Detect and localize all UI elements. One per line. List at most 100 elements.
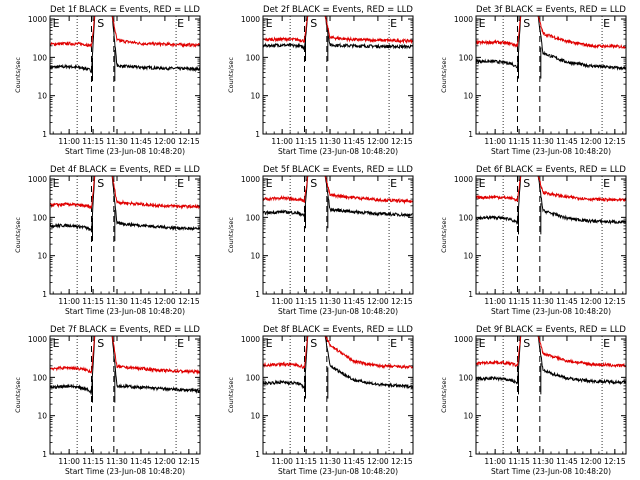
x-tick-label: 12:00 [154, 137, 176, 146]
chart-panel-2: Det 2f BLACK = Events, RED = LLD 1 10 100 10… [227, 5, 414, 156]
event-marker-e: E [266, 177, 273, 190]
x-tick-label: 12:15 [391, 297, 413, 306]
chart-title: Det 8f BLACK = Events, RED = LLD [263, 325, 413, 335]
plot-frame [262, 175, 414, 295]
y-tick-label: 10 [463, 252, 473, 261]
series-line-lld [49, 15, 201, 48]
x-tick-label: 11:45 [130, 297, 152, 306]
x-tick-label: 11:15 [82, 137, 104, 146]
plot-frame [49, 335, 201, 455]
event-marker-e: E [603, 177, 610, 190]
y-tick-label: 1 [468, 290, 473, 299]
x-tick-label: 11:45 [343, 297, 365, 306]
event-marker-e: E [603, 17, 610, 30]
x-tick-label: 12:15 [604, 137, 626, 146]
x-tick-label: 12:15 [391, 137, 413, 146]
y-tick-label: 1000 [28, 335, 47, 344]
event-marker-e: E [479, 17, 486, 30]
y-tick-label: 1 [255, 130, 260, 139]
plot-frame [262, 335, 414, 455]
event-marker-e: E [53, 177, 60, 190]
x-tick-label: 11:30 [532, 457, 554, 466]
x-tick-label: 11:30 [319, 137, 341, 146]
x-tick-label: 11:00 [271, 137, 293, 146]
y-axis-label: Counts/sec [14, 377, 22, 413]
y-tick-label: 100 [33, 213, 48, 222]
event-marker-e: E [53, 17, 60, 30]
event-marker-e: E [390, 337, 397, 350]
y-tick-label: 1000 [454, 175, 473, 184]
y-tick-label: 1000 [454, 15, 473, 24]
x-tick-label: 11:00 [271, 297, 293, 306]
y-tick-label: 1000 [28, 15, 47, 24]
y-tick-label: 100 [246, 373, 261, 382]
chart-title: Det 6f BLACK = Events, RED = LLD [476, 165, 626, 175]
y-tick-label: 10 [37, 92, 47, 101]
x-tick-label: 11:30 [106, 457, 128, 466]
series-line-events [262, 175, 414, 218]
y-tick-label: 100 [246, 53, 261, 62]
event-marker-s: S [523, 337, 530, 350]
x-axis-label: Start Time (23-Jun-08 10:48:20) [65, 307, 185, 316]
chart-title: Det 1f BLACK = Events, RED = LLD [50, 5, 200, 15]
y-tick-label: 1 [255, 450, 260, 459]
x-tick-label: 12:15 [178, 297, 200, 306]
chart-title: Det 5f BLACK = Events, RED = LLD [263, 165, 413, 175]
series-line-events [262, 335, 414, 390]
event-marker-e: E [266, 337, 273, 350]
x-axis-label: Start Time (23-Jun-08 10:48:20) [278, 467, 398, 476]
x-tick-label: 11:30 [319, 457, 341, 466]
y-axis-label: Counts/sec [440, 57, 448, 93]
x-tick-label: 12:00 [367, 297, 389, 306]
x-tick-label: 12:00 [367, 457, 389, 466]
event-marker-e: E [177, 17, 184, 30]
x-tick-label: 11:00 [58, 457, 80, 466]
event-marker-s: S [523, 17, 530, 30]
event-marker-s: S [310, 17, 317, 30]
y-tick-label: 100 [459, 373, 474, 382]
y-tick-label: 1 [42, 290, 47, 299]
x-axis-label: Start Time (23-Jun-08 10:48:20) [65, 147, 185, 156]
y-tick-label: 1000 [241, 15, 260, 24]
x-tick-label: 12:15 [391, 457, 413, 466]
x-tick-label: 11:45 [556, 457, 578, 466]
y-axis-label: Counts/sec [14, 217, 22, 253]
x-tick-label: 11:15 [82, 297, 104, 306]
event-marker-e: E [479, 177, 486, 190]
plot-frame [475, 335, 627, 455]
y-axis-label: Counts/sec [14, 57, 22, 93]
x-tick-label: 11:15 [295, 137, 317, 146]
chart-title: Det 2f BLACK = Events, RED = LLD [263, 5, 413, 15]
x-axis-label: Start Time (23-Jun-08 10:48:20) [491, 307, 611, 316]
y-tick-label: 1000 [28, 175, 47, 184]
chart-title: Det 7f BLACK = Events, RED = LLD [50, 325, 200, 335]
event-marker-e: E [390, 17, 397, 30]
y-tick-label: 1 [255, 290, 260, 299]
series-line-events [49, 175, 201, 233]
x-tick-label: 11:30 [106, 137, 128, 146]
x-tick-label: 11:15 [508, 457, 530, 466]
x-tick-label: 12:15 [604, 297, 626, 306]
series-line-lld [49, 335, 201, 376]
event-marker-s: S [97, 337, 104, 350]
y-axis-label: Counts/sec [227, 57, 235, 93]
y-tick-label: 10 [463, 92, 473, 101]
x-tick-label: 11:45 [130, 137, 152, 146]
x-tick-label: 11:15 [508, 137, 530, 146]
y-tick-label: 100 [246, 213, 261, 222]
x-axis-label: Start Time (23-Jun-08 10:48:20) [65, 467, 185, 476]
y-tick-label: 10 [250, 252, 260, 261]
x-tick-label: 12:00 [580, 457, 602, 466]
series-line-events [262, 15, 414, 51]
x-tick-label: 12:15 [604, 457, 626, 466]
x-tick-label: 12:00 [580, 137, 602, 146]
x-tick-label: 11:45 [556, 297, 578, 306]
x-tick-label: 12:00 [367, 137, 389, 146]
y-axis-label: Counts/sec [440, 377, 448, 413]
event-marker-s: S [97, 177, 104, 190]
series-line-lld [262, 335, 414, 370]
y-tick-label: 1 [468, 130, 473, 139]
series-line-events [475, 15, 627, 71]
event-marker-s: S [310, 337, 317, 350]
